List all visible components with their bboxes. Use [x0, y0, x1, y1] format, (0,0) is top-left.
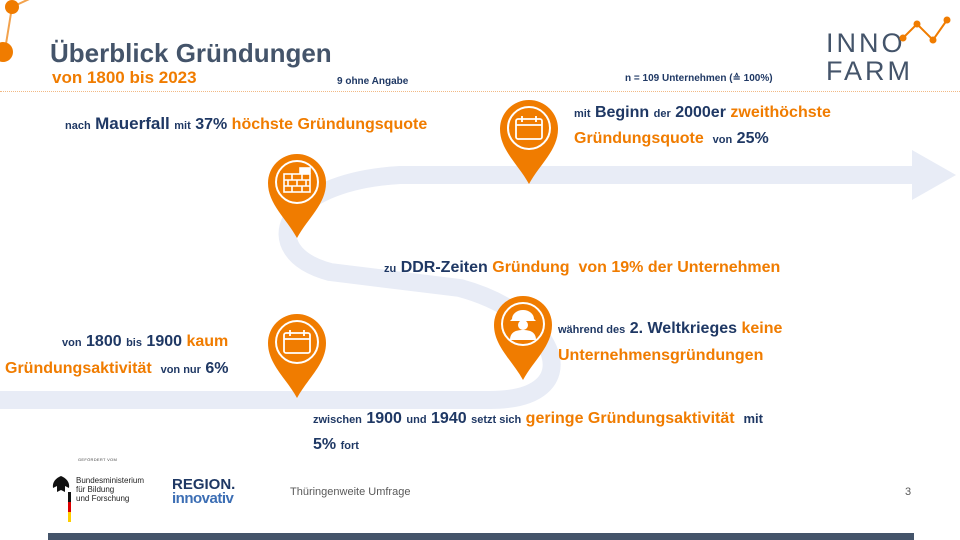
sample-size-note: n = 109 Unternehmen (≙ 100%) — [625, 73, 773, 84]
calendar-icon — [283, 330, 311, 354]
pin-weltkrieg — [494, 296, 552, 380]
federal-eagle-icon — [52, 476, 71, 522]
ministry-name: Bundesministerium für Bildung und Forsch… — [76, 476, 145, 503]
logo-text-line2: FARM — [826, 56, 914, 86]
caption-2000er-line1: mit Beginn der 2000er zweithöchste — [574, 104, 831, 121]
pin-2000er — [500, 100, 558, 184]
logo-network-icon — [899, 16, 951, 44]
network-decoration — [0, 0, 30, 62]
pin-mauerfall — [268, 154, 326, 238]
page-number: 3 — [905, 486, 912, 498]
soldier-icon — [510, 310, 536, 340]
caption-1800-line1: von 1800 bis 1900 kaum — [62, 333, 229, 350]
program-logo-line2: innovativ — [172, 490, 234, 507]
footer-survey-label: Thüringenweite Umfrage — [290, 486, 411, 498]
pin-1800 — [268, 314, 326, 398]
caption-mauerfall: nach Mauerfall mit 37% höchste Gründungs… — [65, 114, 428, 133]
header-divider — [0, 91, 960, 92]
page-subtitle: von 1800 bis 2023 — [52, 68, 197, 87]
brick-wall-icon — [283, 167, 311, 193]
caption-1800-line2: Gründungsaktivität von nur 6% — [5, 360, 229, 377]
funded-by-label: GEFÖRDERT VOM — [78, 457, 118, 462]
logo-text-line1: INNO — [826, 28, 906, 58]
caption-1900-line1: zwischen 1900 und 1940 setzt sich gering… — [313, 410, 763, 427]
footer-bar — [48, 533, 914, 540]
caption-ddr: zu DDR-Zeiten Gründung von 19% der Unter… — [384, 259, 781, 276]
program-logo-line1: REGION. — [172, 476, 236, 493]
caption-1900-line2: 5% fort — [313, 436, 359, 453]
caption-weltkrieg-line1: während des 2. Weltkrieges keine — [558, 320, 783, 337]
calendar-icon — [515, 116, 543, 140]
caption-2000er-line2: Gründungsquote von 25% — [574, 130, 769, 147]
no-answer-note: 9 ohne Angabe — [337, 76, 409, 87]
page-title: Überblick Gründungen — [50, 38, 332, 68]
caption-weltkrieg-line2: Unternehmensgründungen — [558, 347, 764, 364]
